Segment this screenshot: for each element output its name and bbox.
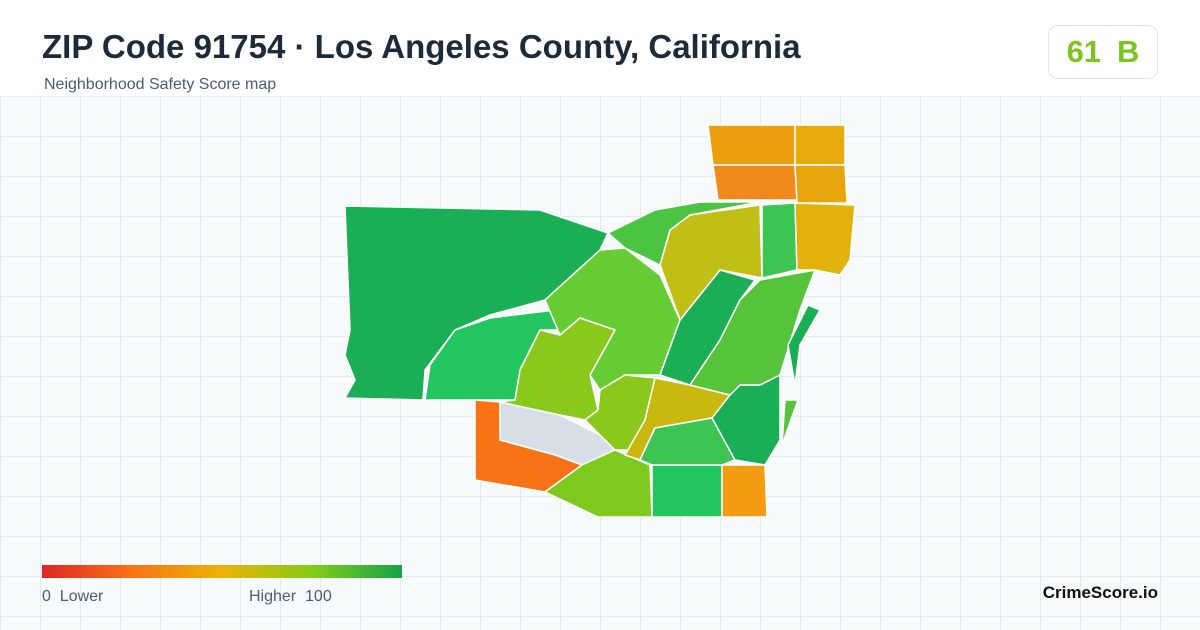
region [689,269,816,396]
region [794,202,856,276]
legend-max-label: Higher [249,588,297,605]
region [794,164,848,204]
region [781,399,799,446]
brand: CrimeScore.io [1042,583,1158,602]
subtitle: Neighborhood Safety Score map [44,76,277,93]
region [761,202,798,279]
region [787,304,821,386]
region [721,464,768,518]
header: ZIP Code 91754 · Los Angeles County, Cal… [0,0,1200,97]
title: ZIP Code 91754 · Los Angeles County, Cal… [42,28,801,65]
legend-max: Higher 100 [249,588,332,606]
region [607,201,761,266]
legend-min: 0 Lower [42,588,103,606]
region [712,164,798,201]
legend-max-value: 100 [305,588,332,605]
score: 61 [1066,34,1102,69]
region [794,124,846,166]
legend-gradient [42,565,402,578]
legend-min-label: Lower [59,588,104,605]
region [499,317,616,421]
region [544,449,653,518]
legend-min-value: 0 [42,588,51,605]
region [474,399,583,493]
grade: B [1117,34,1140,69]
region [651,464,723,518]
region [707,124,796,166]
score-badge: 61 B [1048,25,1158,79]
